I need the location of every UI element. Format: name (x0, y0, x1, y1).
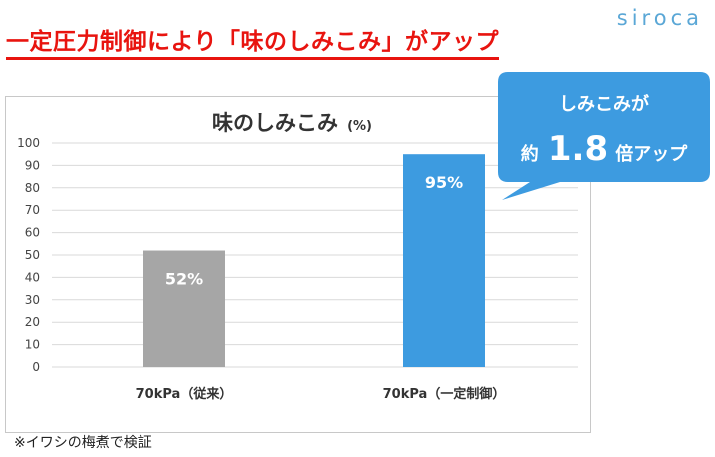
y-tick-label: 30 (25, 293, 40, 307)
category-labels: 70kPa（従来） 70kPa（一定制御） (136, 386, 506, 402)
footnote: ※イワシの梅煮で検証 (14, 435, 152, 451)
chart-frame (5, 96, 591, 433)
headline: 一定圧力制御により「味のしみこみ」がアップ (6, 22, 500, 60)
data-labels: 52% 95% (165, 173, 463, 288)
y-tick-label: 70 (25, 203, 40, 217)
callout-shape (498, 72, 710, 200)
callout-prefix: 約 (521, 143, 539, 165)
y-tick-label: 100 (17, 136, 40, 150)
y-tick-label: 20 (25, 315, 40, 329)
callout-value: 1.8 (548, 129, 608, 169)
data-label: 52% (165, 270, 203, 289)
chart-title: 味のしみこみ (%) (212, 111, 372, 135)
y-tick-label: 50 (25, 248, 40, 262)
bar-conventional (143, 250, 225, 367)
callout-suffix: 倍アップ (615, 143, 688, 165)
brand-logo: siroca (616, 6, 703, 30)
data-label: 95% (425, 173, 463, 192)
bar-constant-control (403, 154, 485, 367)
y-tick-label: 10 (25, 338, 40, 352)
y-tick-label: 80 (25, 181, 40, 195)
y-tick-label: 60 (25, 226, 40, 240)
category-label: 70kPa（一定制御） (383, 386, 506, 402)
y-axis-ticks: 0 10 20 30 40 50 60 70 80 90 100 (17, 136, 40, 374)
y-tick-label: 90 (25, 158, 40, 172)
y-tick-label: 40 (25, 270, 40, 284)
gridlines (52, 142, 578, 368)
chart-title-main: 味のしみこみ (212, 111, 338, 135)
category-label: 70kPa（従来） (136, 386, 233, 402)
callout-line1: しみこみが (559, 93, 649, 115)
y-tick-label: 0 (32, 360, 40, 374)
callout-bubble: しみこみが 約 1.8 倍アップ (498, 72, 710, 200)
callout-line2: 約 1.8 倍アップ (521, 129, 688, 169)
chart-title-unit: (%) (347, 119, 372, 134)
bars (143, 154, 485, 367)
